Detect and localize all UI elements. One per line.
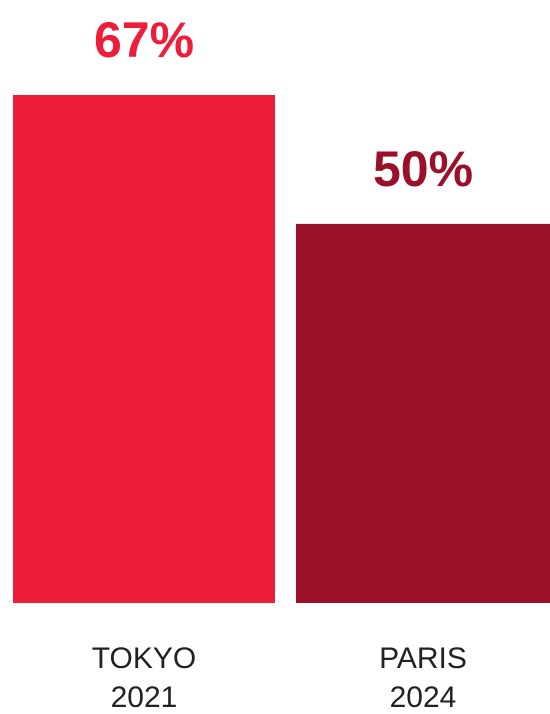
value-labels-group: 67% 50% xyxy=(94,12,473,197)
bar-paris xyxy=(296,223,550,604)
category-labels-group: TOKYO 2021 PARIS 2024 xyxy=(92,642,467,714)
value-label-paris: 50% xyxy=(373,141,473,197)
category-label-tokyo: TOKYO xyxy=(92,642,196,675)
value-label-tokyo: 67% xyxy=(94,12,194,68)
bars-group xyxy=(13,95,550,604)
category-year-paris: 2024 xyxy=(390,681,457,714)
bar-tokyo xyxy=(13,95,275,603)
category-label-paris: PARIS xyxy=(379,642,467,675)
category-year-tokyo: 2021 xyxy=(111,681,178,714)
